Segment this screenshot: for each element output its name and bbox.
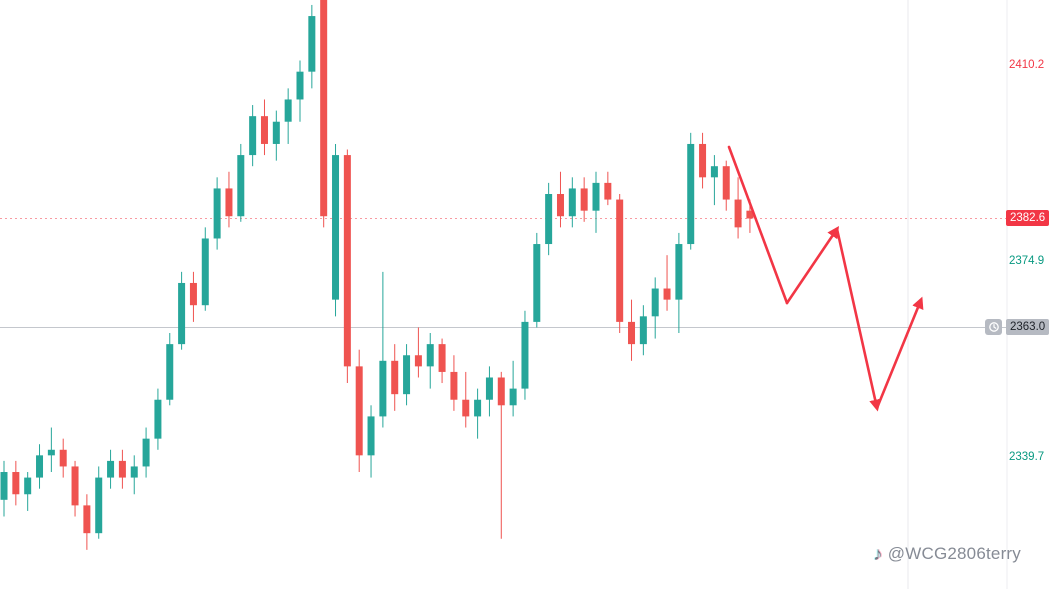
candle-body xyxy=(107,460,115,478)
candle-body xyxy=(462,399,470,417)
price-lines-layer xyxy=(0,218,1007,328)
grid-lines xyxy=(907,0,1008,589)
candle-body xyxy=(521,321,529,389)
candle-body xyxy=(130,466,138,478)
candle-body xyxy=(118,460,126,478)
candle-body xyxy=(284,99,292,122)
candle-body xyxy=(24,477,32,495)
candle-body xyxy=(450,371,458,400)
candles-series xyxy=(0,0,754,550)
candle-body xyxy=(628,321,636,345)
candle-body xyxy=(568,188,576,217)
candle-body xyxy=(426,344,434,367)
candle-body xyxy=(225,188,233,217)
price-label-low: 2339.7 xyxy=(1009,451,1045,463)
alert-clock-icon[interactable] xyxy=(985,319,1002,336)
candle-body xyxy=(343,155,351,367)
candle-body xyxy=(249,116,257,156)
price-label-2374-9: 2374.9 xyxy=(1009,255,1045,268)
forecast-arrow-segment[interactable] xyxy=(875,296,924,410)
candle-body xyxy=(497,377,505,406)
candle-body xyxy=(403,355,411,395)
candle-body xyxy=(639,316,647,345)
candle-body xyxy=(83,505,91,534)
candle-body xyxy=(296,71,304,100)
candle-body xyxy=(332,155,340,300)
candle-body xyxy=(201,238,209,306)
candle-body xyxy=(533,244,541,322)
candle-body xyxy=(616,199,624,322)
candle-body xyxy=(746,210,754,219)
candle-body xyxy=(320,0,328,217)
candle-body xyxy=(36,455,44,478)
candle-body xyxy=(213,188,221,239)
candle-body xyxy=(189,282,197,306)
candle-body xyxy=(699,143,707,178)
candle-body xyxy=(604,182,612,200)
candle-body xyxy=(142,438,150,467)
candle-body xyxy=(47,449,55,456)
candle-body xyxy=(178,282,186,345)
candle-body xyxy=(438,344,446,372)
candle-body xyxy=(556,193,564,217)
trend-forecast-arrows[interactable] xyxy=(727,145,924,412)
candle-body xyxy=(379,360,387,417)
price-line-badge-2363[interactable]: 2363.0 xyxy=(1006,319,1049,336)
forecast-arrow-segment[interactable] xyxy=(727,145,789,305)
candle-body xyxy=(0,472,8,500)
candle-body xyxy=(414,355,422,367)
candle-body xyxy=(474,399,482,417)
candle-body xyxy=(154,399,162,439)
candle-body xyxy=(166,344,174,400)
forecast-arrow-segment[interactable] xyxy=(835,227,882,412)
candle-body xyxy=(237,155,245,217)
candle-body xyxy=(12,472,20,495)
candle-body xyxy=(651,288,659,317)
candle-body xyxy=(663,288,671,300)
candle-body xyxy=(95,477,103,534)
candle-body xyxy=(355,366,363,456)
candle-body xyxy=(272,121,280,144)
candle-body xyxy=(734,199,742,228)
candle-body xyxy=(308,16,316,72)
forecast-arrow-segment[interactable] xyxy=(785,226,840,305)
candle-body xyxy=(485,377,493,400)
candle-body xyxy=(367,416,375,456)
candle-body xyxy=(722,166,730,200)
price-label-high: 2410.2 xyxy=(1009,59,1045,71)
candle-body xyxy=(580,188,588,211)
tiktok-note-icon: ♪ xyxy=(873,543,883,565)
candle-body xyxy=(71,466,79,506)
candle-body xyxy=(59,449,67,467)
candle-body xyxy=(545,193,553,245)
current-price-badge: 2382.6 xyxy=(1006,210,1049,227)
candle-body xyxy=(592,182,600,211)
watermark-handle-text: @WCG2806terry xyxy=(887,544,1021,563)
candle-body xyxy=(687,143,695,245)
candle-body xyxy=(710,166,718,178)
candle-body xyxy=(675,244,683,300)
watermark: ♪ @WCG2806terry xyxy=(873,544,1021,564)
candle-body xyxy=(509,388,517,406)
candle-body xyxy=(391,360,399,395)
candle-body xyxy=(260,116,268,144)
